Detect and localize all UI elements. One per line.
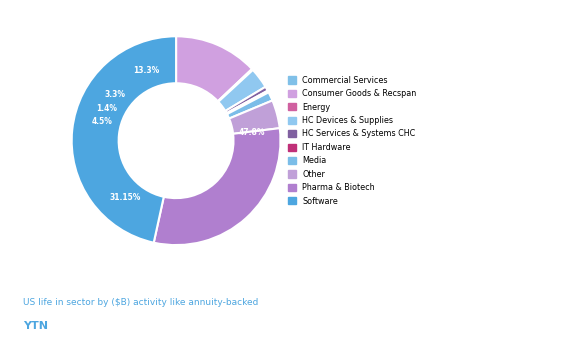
Wedge shape [225,87,268,113]
Wedge shape [218,69,253,102]
Wedge shape [227,92,273,119]
Text: YTN: YTN [23,321,48,331]
Text: 31.15%: 31.15% [109,193,140,202]
Wedge shape [229,100,279,134]
Text: 1.4%: 1.4% [97,104,118,113]
Legend: Commercial Services, Consumer Goods & Recspan, Energy, HC Devices & Supplies, HC: Commercial Services, Consumer Goods & Re… [285,73,420,209]
Text: 3.3%: 3.3% [105,91,126,99]
Wedge shape [176,36,252,101]
Wedge shape [72,36,176,243]
Text: 47.8%: 47.8% [239,128,265,137]
Wedge shape [218,70,265,111]
Text: 13.3%: 13.3% [133,66,159,75]
Wedge shape [154,128,281,245]
Text: US life in sector by ($B) activity like annuity-backed: US life in sector by ($B) activity like … [23,298,258,307]
Text: 4.5%: 4.5% [92,117,113,126]
Wedge shape [227,91,269,114]
